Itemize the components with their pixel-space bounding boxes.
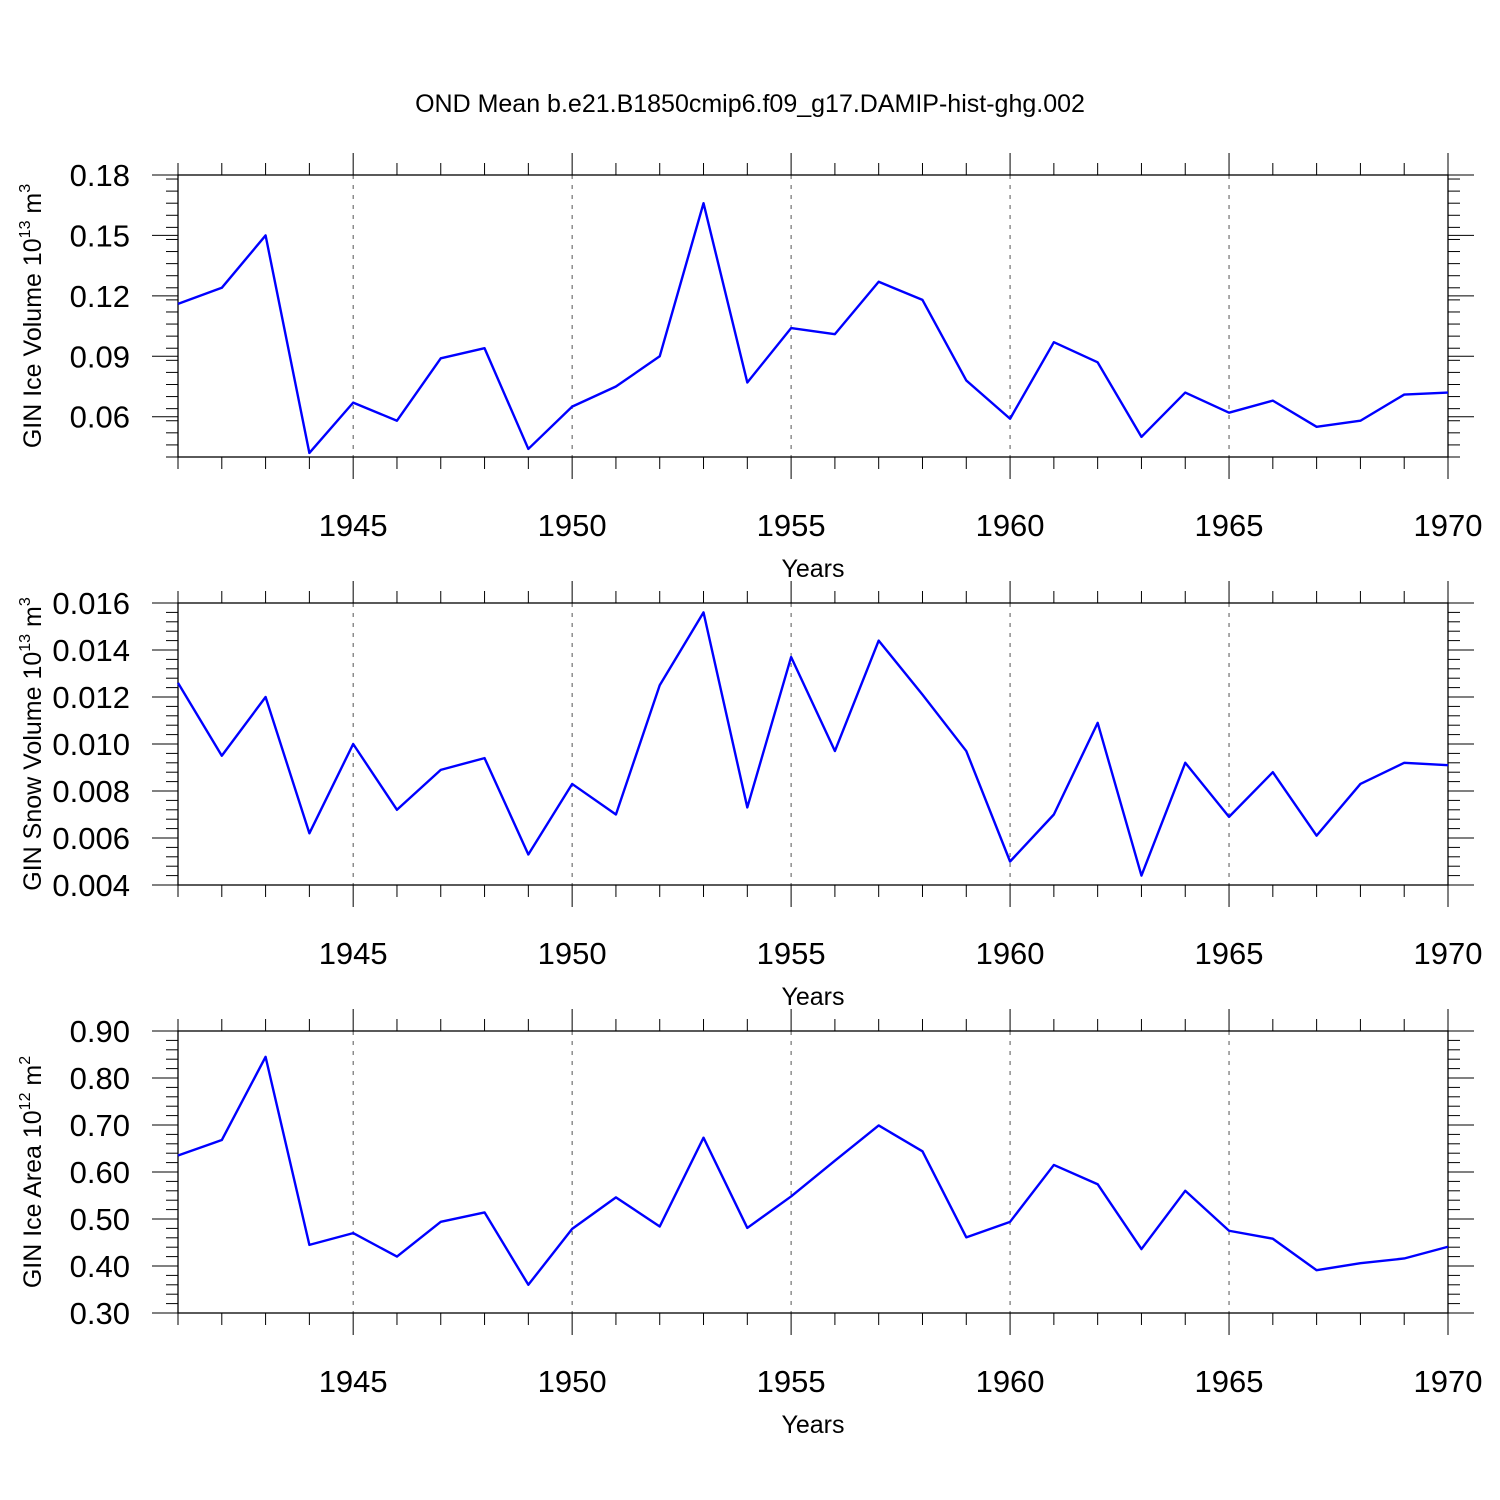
x-tick-label: 1960 [976,1364,1045,1399]
y-tick-label: 0.90 [70,1014,130,1049]
x-tick-label: 1960 [976,936,1045,971]
panel-2: 0.004 0.006 0.008 0.010 0.012 0.014 0.016 1945 1… [17,581,1482,1011]
x-tick-label: 1965 [1195,508,1264,543]
y-tick-label: 0.06 [70,400,130,435]
x-tick-label: 1965 [1195,1364,1264,1399]
y-tick-label: 0.09 [70,339,130,374]
x-tick-label: 1970 [1414,1364,1483,1399]
y-tick-label: 0.016 [52,586,130,621]
x-tick-label: 1945 [319,1364,388,1399]
x-tick-label: 1945 [319,936,388,971]
x-tick-label: 1970 [1414,936,1483,971]
y-tick-label: 0.15 [70,218,130,253]
x-axis-label: Years [781,983,844,1011]
x-tick-label: 1950 [538,1364,607,1399]
x-axis-label: Years [781,555,844,583]
y-tick-label: 0.006 [52,821,130,856]
series-line-1 [177,1055,1449,1287]
x-axis-label: Years [781,1411,844,1439]
x-tick-label: 1950 [538,508,607,543]
y-axis-label: GIN Ice Area 1012 m2 [17,1056,47,1288]
y-tick-label: 0.008 [52,774,130,809]
y-axis-label: GIN Snow Volume 1013 m3 [17,597,47,891]
y-tick-label: 0.50 [70,1202,130,1237]
x-tick-label: 1955 [757,508,826,543]
x-tick-label: 1965 [1195,936,1264,971]
panel-3: 0.30 0.40 0.50 0.60 0.70 0.80 0.90 1945 1950 1955… [17,1009,1482,1439]
y-tick-label: 0.010 [52,727,130,762]
x-tick-label: 1955 [757,1364,826,1399]
y-tick-label: 0.004 [52,868,130,903]
x-tick-label: 1950 [538,936,607,971]
y-axis-label: GIN Ice Volume 1013 m3 [17,184,47,448]
panel-1: 0.06 0.09 0.12 0.15 0.18 1945 1950 1955 1960 1965… [17,153,1482,583]
y-tick-label: 0.12 [70,279,130,314]
y-tick-label: 0.18 [70,158,130,193]
panels: 0.06 0.09 0.12 0.15 0.18 1945 1950 1955 1960 1965… [17,153,1482,1439]
plot-frame [177,1030,1449,1314]
y-tick-label: 0.30 [70,1296,130,1331]
y-tick-label: 0.012 [52,680,130,715]
figure-title: OND Mean b.e21.B1850cmip6.f09_g17.DAMIP-… [415,90,1085,118]
x-tick-label: 1970 [1414,508,1483,543]
y-tick-label: 0.60 [70,1155,130,1190]
plot-frame [177,174,1449,458]
series-line-1 [176,611,1449,877]
x-tick-label: 1945 [319,508,388,543]
y-tick-label: 0.014 [52,633,130,668]
x-tick-label: 1960 [976,508,1045,543]
y-tick-label: 0.80 [70,1061,130,1096]
y-tick-label: 0.40 [70,1249,130,1284]
y-tick-label: 0.70 [70,1108,130,1143]
series-line-1 [177,201,1449,455]
x-tick-label: 1955 [757,936,826,971]
plot-frame [177,602,1449,886]
